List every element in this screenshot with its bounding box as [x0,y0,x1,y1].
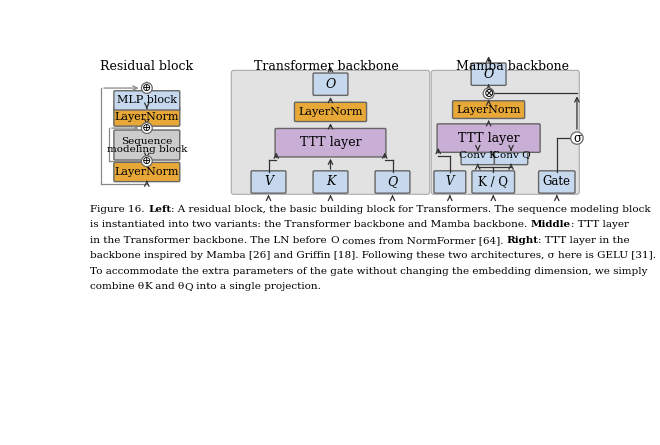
Text: Figure 16.: Figure 16. [90,205,148,214]
Text: Mamba backbone: Mamba backbone [456,60,569,73]
Text: backbone inspired by Mamba [26] and Griffin [18]. Following these two architectu: backbone inspired by Mamba [26] and Grif… [90,251,656,260]
Text: V: V [446,175,454,189]
Text: combine θ: combine θ [90,282,145,291]
FancyBboxPatch shape [494,146,528,165]
Text: LayerNorm: LayerNorm [115,167,179,177]
Text: K: K [145,282,152,291]
FancyBboxPatch shape [471,63,506,85]
FancyBboxPatch shape [431,70,579,194]
FancyBboxPatch shape [472,171,515,193]
Text: modeling block: modeling block [107,145,187,154]
Text: To accommodate the extra parameters of the gate without changing the embedding d: To accommodate the extra parameters of t… [90,267,647,276]
Text: O: O [325,78,336,91]
Text: O: O [330,236,339,245]
Text: Left: Left [148,205,171,214]
Text: Transformer backbone: Transformer backbone [254,60,399,73]
FancyBboxPatch shape [437,124,540,152]
Text: σ: σ [573,132,581,145]
FancyBboxPatch shape [275,129,386,157]
FancyBboxPatch shape [453,101,525,118]
Text: : A residual block, the basic building block for Transformers. The sequence mode: : A residual block, the basic building b… [171,205,651,214]
FancyBboxPatch shape [461,146,494,165]
Text: Conv Q: Conv Q [492,150,531,160]
Text: TTT layer: TTT layer [300,136,361,149]
Text: : TTT layer: : TTT layer [571,220,629,230]
FancyBboxPatch shape [313,73,348,95]
FancyBboxPatch shape [313,171,348,193]
Text: is instantiated into two variants: the Transformer backbone and Mamba backbone.: is instantiated into two variants: the T… [90,220,531,230]
Text: : TTT layer in the: : TTT layer in the [539,236,630,245]
Text: ⊕: ⊕ [142,123,152,133]
Text: LayerNorm: LayerNorm [298,107,363,117]
FancyBboxPatch shape [114,162,180,182]
Circle shape [141,123,152,134]
Text: Right: Right [506,236,539,245]
Text: Sequence: Sequence [121,138,172,146]
FancyBboxPatch shape [434,171,466,193]
Text: ⊗: ⊗ [483,87,494,100]
FancyBboxPatch shape [114,91,180,110]
Text: Middle: Middle [531,220,571,230]
Text: TTT layer: TTT layer [458,132,519,145]
Text: ⊕: ⊕ [142,83,152,93]
Text: Q: Q [387,175,397,189]
FancyBboxPatch shape [294,102,366,121]
Text: LayerNorm: LayerNorm [115,112,179,121]
Text: Conv K: Conv K [459,150,497,160]
FancyBboxPatch shape [375,171,410,193]
FancyBboxPatch shape [114,130,180,160]
Text: comes from NormFormer [64].: comes from NormFormer [64]. [339,236,506,245]
FancyBboxPatch shape [114,107,180,126]
Circle shape [141,156,152,166]
Text: LayerNorm: LayerNorm [456,105,521,115]
Text: K / Q: K / Q [478,175,508,189]
Text: K: K [326,175,335,189]
Circle shape [141,83,152,93]
Circle shape [483,88,494,99]
Text: O: O [484,68,494,81]
Text: ⊕: ⊕ [142,156,152,166]
FancyBboxPatch shape [231,70,430,194]
Text: into a single projection.: into a single projection. [193,282,321,291]
Circle shape [571,132,583,144]
Text: Gate: Gate [543,175,571,189]
FancyBboxPatch shape [251,171,286,193]
Text: in the Transformer backbone. The LN before: in the Transformer backbone. The LN befo… [90,236,330,245]
Text: Residual block: Residual block [100,60,193,73]
Text: MLP block: MLP block [117,95,177,105]
Text: and θ: and θ [152,282,184,291]
FancyBboxPatch shape [539,171,575,193]
Text: V: V [264,175,273,189]
Text: Q: Q [184,282,193,291]
